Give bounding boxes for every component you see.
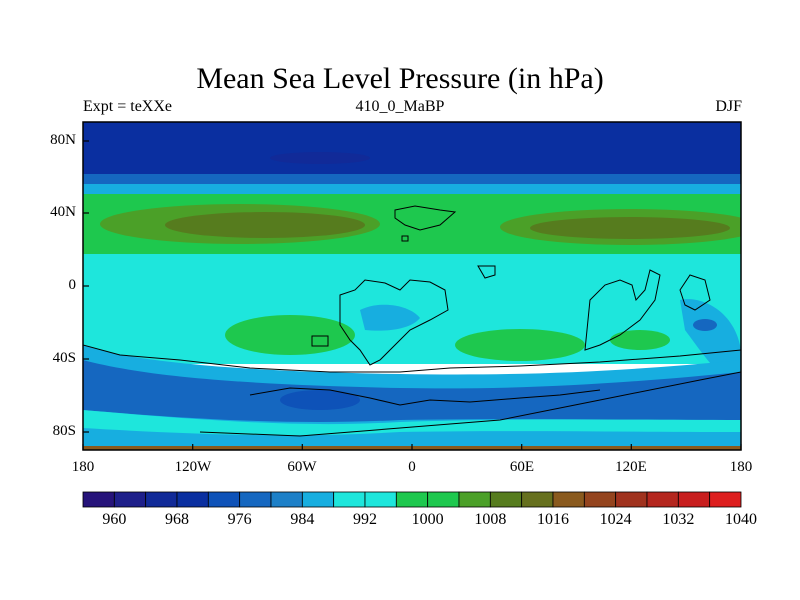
deep-polar-low bbox=[270, 152, 370, 164]
colorbar-swatch bbox=[521, 491, 554, 508]
colorbar-label: 1016 bbox=[537, 511, 569, 528]
coastline-islet-3 bbox=[311, 335, 329, 347]
southern-high-central bbox=[455, 329, 585, 361]
colorbar-swatch bbox=[176, 491, 209, 508]
colorbar-swatch bbox=[583, 491, 617, 508]
colorbar-label: 1008 bbox=[474, 511, 507, 528]
subpolar-band-2 bbox=[83, 184, 741, 194]
lon-tick-label: 180 bbox=[729, 459, 753, 475]
colorbar-swatch bbox=[333, 491, 366, 508]
coastline-far-east bbox=[679, 274, 711, 311]
lon-tick-label: 180 bbox=[71, 459, 95, 475]
lat-tick-label: 40S bbox=[52, 350, 76, 366]
colorbar-swatch bbox=[82, 491, 115, 508]
lat-tick-label: 80N bbox=[50, 132, 76, 148]
subpolar-band bbox=[83, 174, 741, 184]
colorbar-swatch bbox=[709, 491, 742, 508]
colorbar-swatch bbox=[301, 491, 335, 508]
colorbar-label: 960 bbox=[102, 511, 127, 528]
southern-deep-low bbox=[280, 390, 360, 410]
colorbar-label: 992 bbox=[353, 511, 377, 528]
colorbar-swatch bbox=[364, 491, 397, 508]
eastern-trough-core bbox=[693, 319, 717, 331]
coastline-east bbox=[584, 269, 661, 351]
colorbar-swatch bbox=[145, 491, 178, 508]
lon-tick-label: 60W bbox=[287, 459, 317, 475]
lat-tick-label: 80S bbox=[52, 423, 76, 439]
lon-tick-label: 60E bbox=[509, 459, 535, 475]
lon-tick-label: 0 bbox=[408, 459, 416, 475]
colorbar-swatch bbox=[458, 491, 491, 508]
colorbar-label: 1000 bbox=[411, 511, 444, 528]
colorbar-swatch bbox=[552, 491, 585, 508]
chart-title: Mean Sea Level Pressure (in hPa) bbox=[196, 62, 604, 95]
coastlines bbox=[83, 205, 741, 437]
northern-high-west-core bbox=[165, 212, 365, 238]
lat-tick-label: 40N bbox=[50, 204, 76, 220]
colorbar-swatch bbox=[489, 491, 523, 508]
south-polar-inner bbox=[83, 428, 741, 450]
colorbar bbox=[82, 491, 742, 508]
season-label: DJF bbox=[715, 98, 742, 115]
lat-tick-label: 0 bbox=[68, 277, 77, 293]
axis-ticks bbox=[82, 140, 742, 450]
lon-tick-label: 120E bbox=[615, 459, 647, 475]
colorbar-swatch bbox=[427, 491, 460, 508]
colorbar-label: 1024 bbox=[599, 511, 632, 528]
colorbar-swatch bbox=[113, 491, 147, 508]
coastline-north bbox=[394, 205, 457, 231]
colorbar-label: 1040 bbox=[725, 511, 757, 528]
colorbar-label: 1032 bbox=[662, 511, 695, 528]
colorbar-swatch bbox=[677, 491, 711, 508]
southern-high-east bbox=[610, 330, 670, 350]
polar-low-band bbox=[83, 122, 741, 174]
experiment-label: Expt = teXXe bbox=[83, 98, 172, 115]
lon-tick-label: 120W bbox=[174, 459, 212, 475]
coastline-south bbox=[83, 344, 741, 437]
colorbar-label: 984 bbox=[290, 511, 315, 528]
colorbar-swatch bbox=[239, 491, 272, 508]
colorbar-swatch bbox=[270, 491, 303, 508]
colorbar-label: 976 bbox=[227, 511, 252, 528]
colorbar-label: 968 bbox=[165, 511, 189, 528]
colorbar-swatch bbox=[646, 491, 679, 508]
coastline-antarctic bbox=[249, 387, 601, 406]
coastline-central bbox=[339, 279, 449, 366]
colorbar-swatch bbox=[615, 491, 648, 508]
northern-high-east-core bbox=[530, 217, 730, 239]
southern-high-west bbox=[225, 315, 355, 355]
coastline-islet-2 bbox=[477, 265, 496, 279]
southern-trough bbox=[83, 360, 741, 422]
low-pressure-tongue bbox=[360, 304, 420, 331]
colorbar-swatch bbox=[395, 491, 429, 508]
coastline-islet bbox=[401, 235, 409, 242]
colorbar-swatch bbox=[207, 491, 241, 508]
period-label: 410_0_MaBP bbox=[355, 98, 445, 115]
pressure-field bbox=[83, 122, 741, 450]
